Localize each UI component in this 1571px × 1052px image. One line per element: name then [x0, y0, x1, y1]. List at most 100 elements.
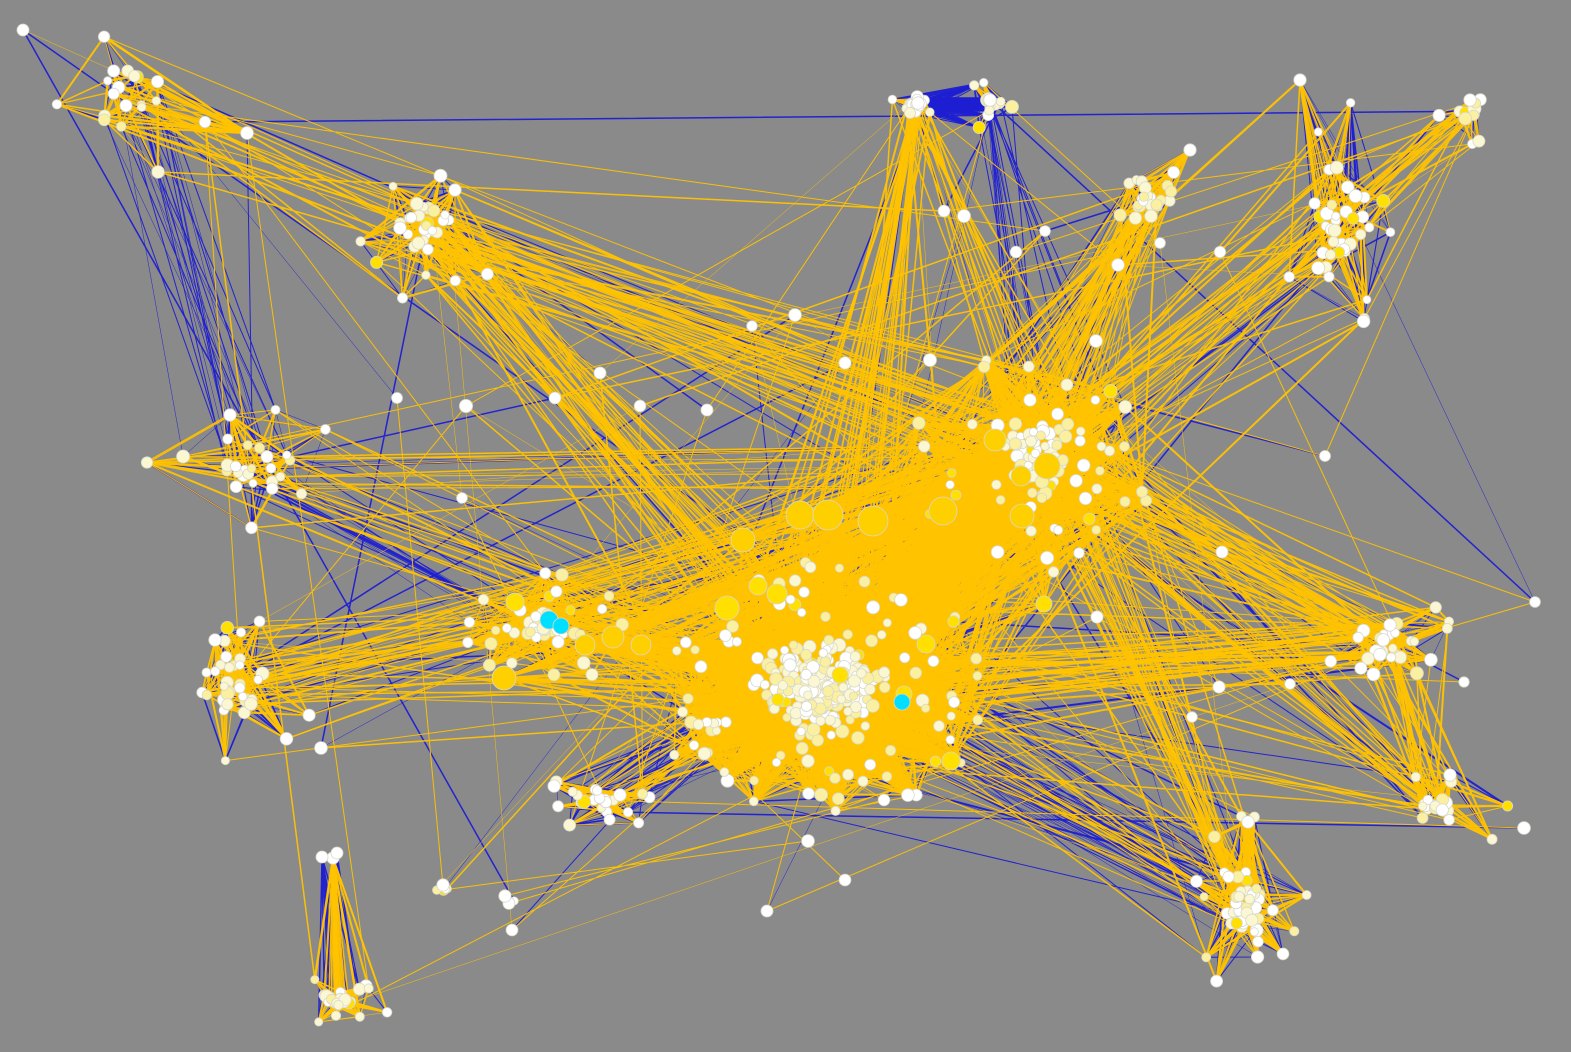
graph-node[interactable] — [688, 740, 700, 751]
graph-node[interactable] — [253, 674, 263, 685]
graph-node[interactable] — [1069, 474, 1083, 488]
graph-node[interactable] — [785, 594, 796, 605]
graph-node[interactable] — [1183, 143, 1197, 157]
graph-node[interactable] — [98, 113, 111, 127]
graph-node[interactable] — [801, 754, 815, 768]
graph-node[interactable] — [797, 607, 807, 618]
graph-node[interactable] — [229, 480, 243, 494]
graph-node[interactable] — [1104, 445, 1115, 457]
graph-node[interactable] — [771, 693, 785, 707]
graph-node[interactable] — [563, 818, 576, 832]
graph-node[interactable] — [1324, 655, 1337, 668]
graph-node[interactable] — [547, 668, 561, 682]
graph-node[interactable] — [1416, 812, 1429, 824]
graph-node[interactable] — [806, 660, 820, 674]
graph-node[interactable] — [633, 817, 645, 829]
graph-node[interactable] — [1119, 496, 1131, 508]
graph-node[interactable] — [857, 505, 889, 537]
graph-node[interactable] — [865, 634, 878, 648]
graph-node[interactable] — [814, 787, 828, 802]
graph-node[interactable] — [921, 703, 931, 713]
graph-node[interactable] — [266, 482, 279, 495]
graph-node[interactable] — [950, 489, 962, 501]
graph-node[interactable] — [1008, 437, 1022, 451]
graph-node[interactable] — [315, 850, 329, 864]
graph-node[interactable] — [894, 593, 908, 607]
graph-node[interactable] — [1136, 485, 1148, 498]
graph-node[interactable] — [1201, 952, 1212, 963]
graph-node[interactable] — [795, 741, 809, 755]
graph-node[interactable] — [1040, 551, 1055, 566]
graph-node[interactable] — [984, 105, 995, 116]
graph-node[interactable] — [1186, 711, 1198, 723]
graph-node[interactable] — [254, 442, 265, 454]
graph-node[interactable] — [107, 64, 121, 78]
graph-node[interactable] — [244, 697, 258, 711]
graph-node[interactable] — [679, 636, 692, 649]
graph-node[interactable] — [823, 634, 835, 646]
graph-node[interactable] — [1327, 223, 1342, 238]
graph-node[interactable] — [253, 615, 266, 628]
graph-node-highlighted[interactable] — [893, 693, 911, 711]
graph-node[interactable] — [866, 600, 881, 615]
graph-node[interactable] — [1435, 803, 1449, 817]
graph-node[interactable] — [1345, 98, 1356, 108]
graph-node[interactable] — [388, 181, 398, 191]
graph-node[interactable] — [1355, 228, 1367, 240]
graph-node[interactable] — [1076, 458, 1091, 473]
graph-node[interactable] — [505, 923, 519, 937]
graph-node[interactable] — [694, 660, 708, 674]
graph-node[interactable] — [1410, 771, 1421, 783]
graph-node[interactable] — [1222, 870, 1235, 884]
graph-node[interactable] — [941, 751, 961, 771]
graph-node[interactable] — [820, 611, 831, 622]
graph-node[interactable] — [547, 779, 561, 793]
graph-node[interactable] — [1051, 439, 1063, 451]
graph-node[interactable] — [945, 735, 956, 745]
graph-node[interactable] — [969, 80, 980, 91]
graph-node[interactable] — [1356, 314, 1371, 329]
graph-node[interactable] — [807, 674, 821, 688]
graph-node[interactable] — [506, 657, 518, 669]
graph-node[interactable] — [824, 766, 834, 777]
graph-node[interactable] — [771, 757, 782, 768]
graph-node[interactable] — [1033, 452, 1061, 480]
graph-node[interactable] — [440, 210, 450, 220]
graph-node[interactable] — [352, 982, 366, 996]
graph-node[interactable] — [1340, 180, 1355, 195]
graph-node[interactable] — [1073, 547, 1085, 559]
graph-node[interactable] — [1325, 249, 1336, 261]
graph-node[interactable] — [1458, 676, 1470, 688]
graph-node[interactable] — [726, 620, 739, 633]
graph-node[interactable] — [1252, 936, 1264, 948]
graph-node[interactable] — [677, 706, 688, 718]
graph-node[interactable] — [525, 626, 536, 638]
graph-node[interactable] — [1103, 383, 1118, 398]
graph-node[interactable] — [1284, 678, 1296, 690]
graph-node[interactable] — [1293, 73, 1307, 87]
graph-node[interactable] — [119, 99, 133, 113]
graph-node[interactable] — [427, 204, 441, 218]
graph-node[interactable] — [1417, 801, 1428, 811]
graph-node[interactable] — [801, 700, 813, 712]
graph-node[interactable] — [858, 575, 871, 588]
graph-node[interactable] — [865, 698, 880, 713]
graph-node[interactable] — [842, 768, 854, 781]
graph-node[interactable] — [330, 846, 344, 860]
graph-node[interactable] — [462, 636, 474, 649]
graph-node[interactable] — [1009, 503, 1035, 529]
graph-node[interactable] — [845, 715, 855, 725]
graph-node[interactable] — [1249, 927, 1259, 937]
graph-node[interactable] — [1283, 271, 1295, 283]
graph-node[interactable] — [901, 788, 915, 802]
graph-node[interactable] — [697, 746, 712, 761]
graph-node[interactable] — [801, 834, 815, 848]
graph-node[interactable] — [1422, 794, 1434, 806]
graph-node[interactable] — [1517, 821, 1531, 835]
graph-node[interactable] — [1113, 208, 1127, 222]
graph-node[interactable] — [908, 626, 922, 640]
graph-node[interactable] — [235, 660, 245, 670]
graph-node[interactable] — [991, 479, 1002, 490]
graph-node[interactable] — [1529, 596, 1541, 608]
graph-node[interactable] — [150, 75, 164, 89]
